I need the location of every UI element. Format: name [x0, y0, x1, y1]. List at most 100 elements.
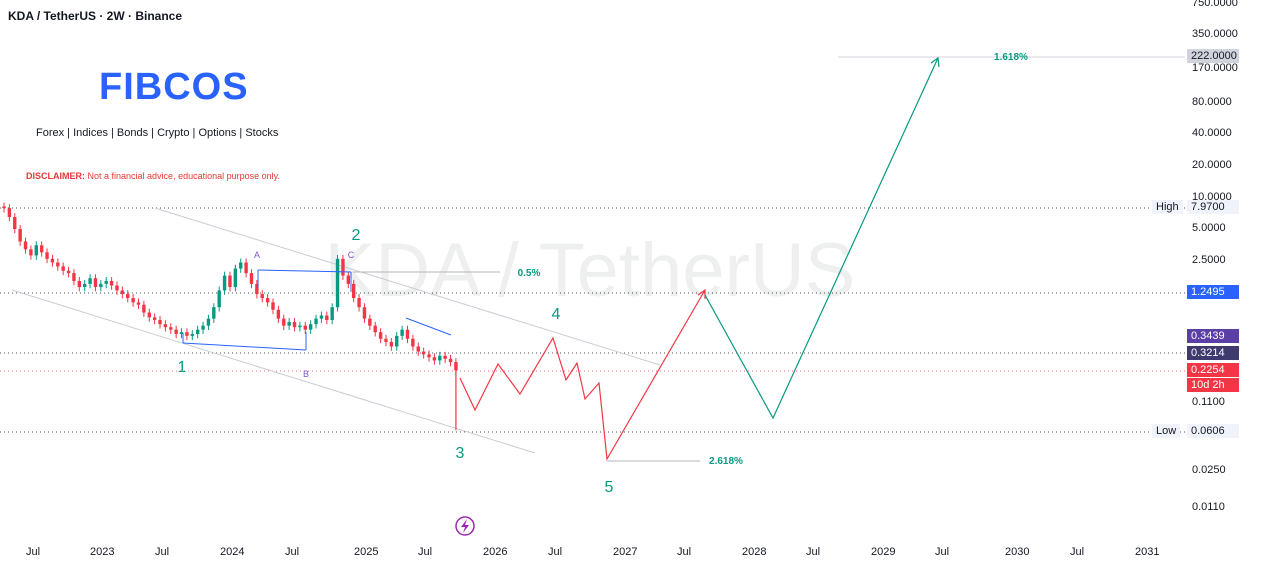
x-tick-label: 2030: [1005, 546, 1030, 558]
candle-body: [362, 307, 367, 319]
candle-body: [126, 294, 130, 299]
candle-body: [373, 325, 377, 333]
x-tick-label: 2025: [354, 546, 379, 558]
abc-label: A: [254, 250, 260, 260]
candle-body: [147, 312, 151, 318]
candle-body: [416, 346, 420, 352]
x-tick-label: Jul: [26, 546, 41, 558]
price-tag: 7.9700: [1187, 200, 1239, 214]
candle-body: [195, 329, 200, 334]
y-tick-label: 80.0000: [1192, 96, 1232, 108]
candle-body: [77, 280, 82, 288]
candle-body: [13, 217, 17, 229]
x-tick-label: 2028: [742, 546, 767, 558]
x-tick-label: Jul: [418, 546, 433, 558]
candle-body: [50, 258, 55, 263]
candle-body: [330, 307, 334, 320]
x-tick-label: Jul: [806, 546, 821, 558]
candle-body: [443, 355, 447, 359]
candle-body: [432, 357, 437, 361]
y-tick-label: 0.0250: [1192, 464, 1226, 476]
candle-body: [233, 268, 238, 288]
price-tag: 0.0606: [1187, 424, 1239, 438]
candle-body: [109, 280, 114, 286]
candle-body: [260, 294, 264, 299]
candle-body: [341, 258, 345, 276]
candle-body: [271, 302, 275, 310]
abc-label: B: [303, 369, 309, 379]
candle-body: [29, 249, 33, 256]
candle-body: [395, 335, 399, 347]
candle-body: [201, 325, 205, 330]
candle-body: [282, 318, 286, 326]
candle-body: [152, 317, 157, 320]
candle-body: [23, 241, 28, 250]
x-tick-label: 2026: [483, 546, 508, 558]
candle-body: [142, 304, 146, 313]
candle-body: [212, 307, 216, 319]
x-tick-label: Jul: [155, 546, 170, 558]
candle-body: [217, 290, 221, 308]
candle-body: [83, 283, 87, 288]
candle-body: [244, 262, 248, 274]
fib-label: 0.5%: [518, 268, 541, 279]
channel-lower-line: [11, 289, 536, 454]
countdown-tag: 10d 2h: [1187, 378, 1239, 392]
candle-body: [174, 329, 178, 334]
disclaimer-label: DISCLAIMER:: [26, 171, 85, 181]
candle-body: [206, 318, 211, 326]
chart-watermark: KDA / TetherUS: [325, 228, 856, 313]
candle-body: [319, 315, 324, 319]
candle-body: [346, 275, 351, 284]
candle-body: [72, 273, 76, 281]
candle-body: [389, 341, 394, 347]
fib-label: 2.618%: [709, 456, 743, 467]
candle-body: [298, 325, 302, 328]
candle-body: [93, 278, 98, 288]
candle-body: [99, 283, 103, 288]
candle-body: [39, 245, 44, 253]
abc-structure-line: [257, 269, 352, 273]
candle-body: [303, 325, 307, 330]
candle-body: [255, 283, 259, 295]
candle-body: [7, 208, 12, 218]
candle-body: [34, 245, 38, 256]
candle-body: [163, 324, 168, 328]
candle-body: [352, 283, 356, 299]
candle-body: [335, 258, 340, 308]
candle-body: [400, 329, 404, 336]
price-tag-label: High: [1152, 200, 1183, 214]
y-tick-label: 5.0000: [1192, 222, 1226, 234]
abc-label: C: [348, 250, 355, 260]
candle-body: [239, 262, 243, 269]
candle-body: [287, 322, 291, 326]
candle-body: [308, 324, 313, 330]
brand-logo: FIBCOS: [99, 66, 249, 108]
price-tag: 0.3214: [1187, 346, 1239, 360]
candle-body: [131, 298, 135, 303]
candle-body: [222, 275, 227, 291]
price-tag-label: Low: [1152, 424, 1181, 438]
candle-body: [2, 206, 6, 209]
candle-body: [438, 355, 442, 361]
lightning-event-icon[interactable]: [455, 516, 475, 536]
candle-body: [427, 354, 431, 358]
candle-body: [120, 290, 125, 295]
fib-label: 1.618%: [994, 52, 1028, 63]
disclaimer-body: Not a financial advice, educational purp…: [87, 171, 280, 181]
y-tick-label: 170.0000: [1192, 62, 1238, 74]
candle-body: [448, 358, 453, 363]
wave-label: 1: [178, 359, 187, 376]
projection-arrowhead: [930, 56, 940, 68]
candle-body: [368, 318, 372, 326]
candle-body: [61, 266, 65, 271]
y-tick-label: 40.0000: [1192, 127, 1232, 139]
candle-body: [249, 273, 254, 284]
candle-body: [325, 315, 329, 320]
candle-body: [185, 332, 189, 336]
price-tag: 0.3439: [1187, 329, 1239, 343]
candle-body: [45, 252, 49, 259]
wave-label: 2: [352, 227, 361, 244]
candle-body: [384, 338, 388, 342]
